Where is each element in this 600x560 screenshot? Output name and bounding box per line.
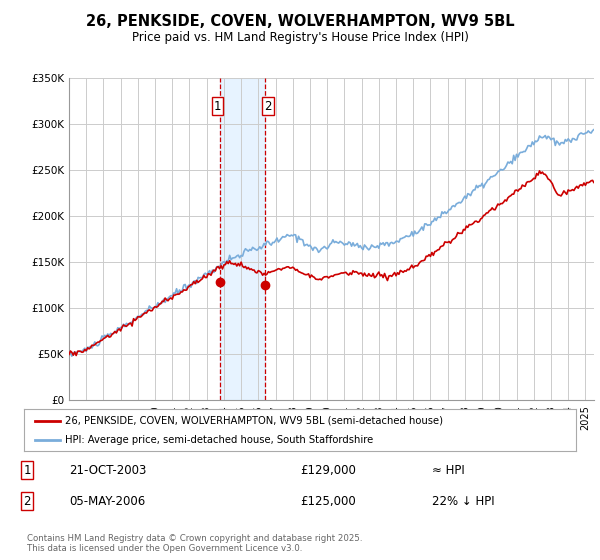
Text: 2: 2 bbox=[23, 494, 31, 508]
Text: 26, PENKSIDE, COVEN, WOLVERHAMPTON, WV9 5BL (semi-detached house): 26, PENKSIDE, COVEN, WOLVERHAMPTON, WV9 … bbox=[65, 416, 443, 426]
Text: ≈ HPI: ≈ HPI bbox=[432, 464, 465, 477]
Text: 26, PENKSIDE, COVEN, WOLVERHAMPTON, WV9 5BL: 26, PENKSIDE, COVEN, WOLVERHAMPTON, WV9 … bbox=[86, 14, 514, 29]
Text: 2: 2 bbox=[264, 100, 272, 113]
Text: 22% ↓ HPI: 22% ↓ HPI bbox=[432, 494, 494, 508]
Text: £129,000: £129,000 bbox=[300, 464, 356, 477]
Text: Price paid vs. HM Land Registry's House Price Index (HPI): Price paid vs. HM Land Registry's House … bbox=[131, 31, 469, 44]
Text: HPI: Average price, semi-detached house, South Staffordshire: HPI: Average price, semi-detached house,… bbox=[65, 435, 374, 445]
Text: Contains HM Land Registry data © Crown copyright and database right 2025.
This d: Contains HM Land Registry data © Crown c… bbox=[27, 534, 362, 553]
Text: 1: 1 bbox=[214, 100, 221, 113]
Text: 05-MAY-2006: 05-MAY-2006 bbox=[69, 494, 145, 508]
Text: £125,000: £125,000 bbox=[300, 494, 356, 508]
Text: 1: 1 bbox=[23, 464, 31, 477]
Bar bbox=[220, 78, 265, 400]
Text: 21-OCT-2003: 21-OCT-2003 bbox=[69, 464, 146, 477]
